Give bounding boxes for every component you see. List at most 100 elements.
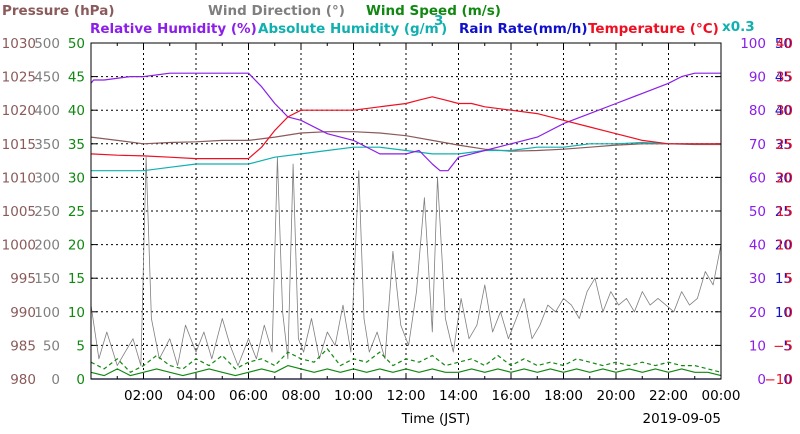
y-tick-label-wind-speed: 15 [68, 271, 85, 287]
y-tick-label-rain-rate: 10 [775, 305, 792, 321]
x-tick-label: 16:00 [492, 388, 531, 404]
legend-wind-speed-m-s: Wind Speed (m/s) [366, 3, 501, 19]
y-tick-label-rain-rate: 45 [775, 70, 792, 86]
y-tick-label-wind-direction: 200 [34, 238, 60, 254]
x-tick-label: 18:00 [544, 388, 583, 404]
y-tick-label-rain-rate: 5 [783, 338, 792, 354]
legend-relative-humidity: Relative Humidity (%) [90, 21, 257, 37]
y-tick-label-temperature: 15 [776, 204, 793, 220]
series-wind-speed [90, 365, 722, 377]
y-tick-label-temperature: 5 [784, 271, 793, 287]
y-tick-label-relative-humidity: 90 [749, 70, 766, 86]
chart-date: 2019-09-05 [643, 411, 721, 427]
y-tick-label-rain-rate: 20 [775, 238, 792, 254]
y-tick-label-temperature: 20 [776, 170, 793, 186]
x-tick-label: 04:00 [177, 388, 216, 404]
legend-rain-rate-mm-h: Rain Rate(mm/h) [459, 21, 588, 37]
legend-temperature-c: Temperature (°C) [588, 21, 719, 37]
x-tick-label: 14:00 [439, 388, 478, 404]
y-tick-label-pressure: 990 [10, 305, 36, 321]
y-tick-label-relative-humidity: 30 [749, 271, 766, 287]
y-tick-label-rain-rate: 50 [775, 36, 792, 52]
series-absolute-humidity [91, 141, 721, 172]
y-tick-label-temperature: 10 [776, 238, 793, 254]
y-tick-label-wind-direction: 100 [34, 305, 60, 321]
y-tick-label-wind-speed: 45 [68, 70, 85, 86]
x-tick-label: 10:00 [334, 388, 373, 404]
x-tick-label: 12:00 [387, 388, 426, 404]
y-tick-label-relative-humidity: 10 [749, 338, 766, 354]
y-tick-label-wind-speed: 5 [76, 338, 85, 354]
y-tick-label-wind-direction: 50 [43, 338, 60, 354]
legend-x0-3: x0.3 [722, 19, 755, 35]
series-temperature [90, 96, 721, 160]
series-pressure [90, 131, 721, 152]
y-tick-label-wind-speed: 20 [68, 238, 85, 254]
x-tick-label: 22:00 [649, 388, 688, 404]
y-tick-label-wind-direction: 150 [34, 271, 60, 287]
y-tick-label-pressure: 1000 [2, 238, 36, 254]
y-tick-label-wind-direction: 400 [34, 103, 60, 119]
y-tick-label-wind-direction: 450 [34, 70, 60, 86]
series-relative-humidity [90, 72, 721, 172]
legend-pressure-hpa: Pressure (hPa) [2, 3, 115, 19]
series-layer [90, 72, 722, 380]
grid [91, 42, 721, 380]
x-axis-label: Time (JST) [401, 411, 471, 427]
y-tick-label-temperature: 35 [776, 70, 793, 86]
y-tick-label-relative-humidity: 0 [757, 372, 766, 388]
y-tick-label-temperature: 40 [776, 36, 793, 52]
y-tick-label-wind-speed: 10 [68, 305, 85, 321]
y-tick-label-wind-speed: 30 [68, 170, 85, 186]
y-tick-label-relative-humidity: 60 [749, 170, 766, 186]
y-tick-label-rain-rate: 35 [775, 137, 792, 153]
y-tick-label-wind-direction: 250 [34, 204, 60, 220]
x-axis: 02:00 04:00 06:00 08:00 10:00 12:00 14:00 16:00… [90, 43, 741, 404]
y-tick-label-rain-rate: 0 [783, 372, 792, 388]
y-tick-label-pressure: 1025 [2, 70, 36, 86]
y-tick-label-pressure: 1005 [2, 204, 36, 220]
legend-wind-direction: Wind Direction (°) [208, 3, 345, 19]
x-tick-label: 08:00 [282, 388, 321, 404]
y-tick-label-relative-humidity: 70 [749, 137, 766, 153]
chart-header: Pressure (hPa) Wind Direction (°) Wind Spe… [2, 3, 755, 37]
y-tick-label-pressure: 1030 [2, 36, 36, 52]
y-tick-label-rain-rate: 25 [775, 204, 792, 220]
y-tick-label-temperature: 30 [776, 103, 793, 119]
legend-3: 3 [434, 13, 443, 29]
y-tick-label-temperature: 25 [776, 137, 793, 153]
y-tick-label-relative-humidity: 100 [740, 36, 766, 52]
y-tick-label-temperature: 0 [784, 305, 793, 321]
x-tick-label: 06:00 [229, 388, 268, 404]
left-axes: 1030102510201015101010051000995990985980… [2, 36, 85, 388]
y-tick-label-pressure: 980 [10, 372, 36, 388]
y-tick-label-relative-humidity: 80 [749, 103, 766, 119]
y-tick-label-wind-direction: 500 [34, 36, 60, 52]
y-tick-label-relative-humidity: 20 [749, 305, 766, 321]
y-tick-label-pressure: 985 [10, 338, 36, 354]
y-tick-label-rain-rate: 40 [775, 103, 792, 119]
y-tick-label-pressure: 1020 [2, 103, 36, 119]
legend-absolute-humidity-g-m: Absolute Humidity (g/m [258, 21, 439, 37]
y-tick-label-wind-speed: 35 [68, 137, 85, 153]
series-max-wind-speed [90, 348, 722, 373]
y-tick-label-temperature: −5 [773, 338, 793, 354]
y-tick-label-pressure: 1010 [2, 170, 36, 186]
y-tick-label-wind-direction: 0 [51, 372, 60, 388]
y-tick-label-pressure: 1015 [2, 137, 36, 153]
series-wind-direction [90, 156, 722, 367]
x-tick-label: 00:00 [702, 388, 741, 404]
y-tick-label-wind-direction: 350 [34, 137, 60, 153]
y-tick-label-relative-humidity: 40 [749, 238, 766, 254]
y-tick-label-rain-rate: 30 [775, 170, 792, 186]
y-tick-label-wind-direction: 300 [34, 170, 60, 186]
y-tick-label-wind-speed: 25 [68, 204, 85, 220]
y-tick-label-relative-humidity: 50 [749, 204, 766, 220]
y-tick-label-wind-speed: 0 [76, 372, 85, 388]
y-tick-label-rain-rate: 15 [775, 271, 792, 287]
y-tick-label-pressure: 995 [10, 271, 36, 287]
legend-part-3: ) [441, 21, 447, 37]
y-tick-label-wind-speed: 50 [68, 36, 85, 52]
x-tick-label: 02:00 [124, 388, 163, 404]
